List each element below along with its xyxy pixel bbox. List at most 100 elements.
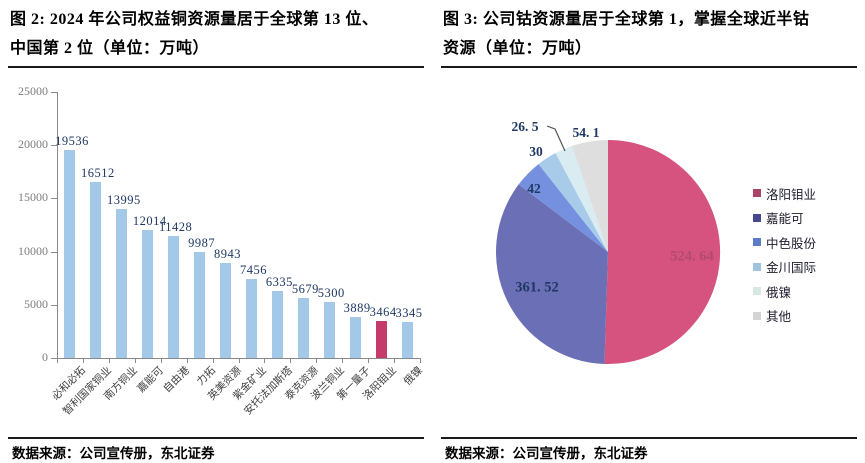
legend-swatch: [753, 287, 761, 296]
bar-value-label: 11428: [159, 220, 193, 235]
y-axis-tick: [51, 251, 57, 253]
bar: [271, 290, 283, 358]
bar: [349, 316, 361, 358]
bar-value-label: 6335: [265, 274, 293, 289]
y-axis-tick: [51, 145, 57, 147]
figure3-source-divider: [441, 437, 857, 439]
bar-value-label: 3889: [343, 300, 371, 315]
legend-label: 其他: [766, 310, 792, 325]
figure2-caption-line2: 中国第 2 位（单位：万吨）: [10, 40, 210, 57]
pie-value-label: 42: [527, 181, 541, 196]
bar-value-label: 3464: [369, 305, 397, 320]
bar: [245, 278, 257, 358]
pie-label-leader-line: [546, 125, 566, 152]
legend-item-俄镍: 俄镍: [753, 279, 865, 304]
figure2-caption-line1: 图 2: 2024 年公司权益铜资源量居于全球第 13 位、: [10, 11, 379, 28]
figure2-caption-divider: [8, 66, 424, 68]
y-axis-tick-label: 15000: [18, 190, 48, 205]
x-axis-tick: [264, 359, 266, 363]
pie-slice-其他: [572, 140, 608, 252]
y-axis-tick-label: 5000: [24, 296, 48, 311]
legend-swatch: [753, 213, 761, 222]
figure2-caption: 图 2: 2024 年公司权益铜资源量居于全球第 13 位、 中国第 2 位（单…: [10, 5, 422, 63]
legend-label: 金川国际: [766, 261, 817, 276]
pie-value-label: 361. 52: [515, 279, 559, 296]
pie-slice-中色股份: [518, 164, 608, 252]
copper-resources-bar-chart: 0 5000 10000 15000 20000 25000 19536 必和必拓 16512 智…: [0, 0, 432, 463]
bar: [323, 301, 335, 358]
y-axis-tick-label: 25000: [18, 84, 48, 98]
legend-label: 俄镍: [766, 285, 792, 300]
pie-value-label: 524. 64: [670, 248, 714, 265]
legend-item-其他: 其他: [753, 304, 865, 329]
bar-value-label: 8943: [214, 246, 242, 261]
x-axis-tick: [420, 359, 421, 363]
pie-value-label: 30: [529, 144, 543, 159]
x-axis-tick: [57, 359, 58, 363]
bar: [401, 322, 413, 358]
bar-value-label: 5300: [317, 285, 345, 300]
figure2-panel: 图 2: 2024 年公司权益铜资源量居于全球第 13 位、 中国第 2 位（单…: [0, 0, 432, 463]
bar: [220, 262, 232, 358]
pie-graphic: [496, 125, 721, 364]
cobalt-resources-pie-chart: 洛阳钼业 嘉能可 中色股份 金川国际 俄镍 其他 524. 64 361. 52 42 30 26…: [433, 0, 865, 463]
figure3-source-note: 数据来源：公司宣传册，东北证券: [445, 446, 648, 461]
bar: [168, 236, 180, 358]
pie-legend: 洛阳钼业 嘉能可 中色股份 金川国际 俄镍 其他: [753, 181, 865, 328]
legend-swatch: [753, 262, 761, 271]
legend-swatch: [753, 189, 761, 198]
y-axis-tick-label: 20000: [18, 137, 48, 152]
figure3-caption-line1: 图 3: 公司钴资源量居于全球第 1，掌握全球近半钴: [443, 11, 810, 28]
y-axis-tick: [51, 358, 57, 359]
legend-item-嘉能可: 嘉能可: [753, 206, 865, 231]
x-axis-tick: [82, 359, 84, 363]
bar: [116, 209, 128, 358]
figure3-caption: 图 3: 公司钴资源量居于全球第 1，掌握全球近半钴 资源（单位：万吨）: [443, 5, 855, 63]
legend-label: 中色股份: [766, 236, 817, 251]
legend-item-金川国际: 金川国际: [753, 255, 865, 280]
y-axis-tick-label: 10000: [18, 243, 48, 258]
x-axis-tick: [108, 359, 110, 363]
x-axis-tick: [316, 359, 318, 363]
pie-slice-俄镍: [555, 145, 608, 252]
pie-slice-洛阳钼业: [604, 139, 721, 364]
bar-value-label: 5679: [291, 281, 319, 296]
bar: [64, 150, 76, 358]
x-axis-tick: [186, 359, 188, 363]
y-axis-tick: [51, 304, 57, 306]
bar-luoyang-molybdenum-highlighted: [375, 321, 387, 358]
bar-value-label: 3345: [395, 306, 423, 321]
bar-value-label: 12014: [132, 214, 167, 229]
y-axis-tick: [51, 92, 57, 93]
y-axis-line: [57, 92, 58, 358]
figure3-panel: 图 3: 公司钴资源量居于全球第 1，掌握全球近半钴 资源（单位：万吨） 洛阳钼…: [433, 0, 865, 463]
figure3-caption-line2: 资源（单位：万吨）: [443, 40, 592, 57]
pie-slice-嘉能可: [496, 184, 608, 364]
bar: [90, 182, 102, 358]
pie-value-label: 26. 5: [511, 119, 539, 134]
x-axis-tick: [212, 359, 214, 363]
figure3-caption-divider: [441, 66, 857, 68]
bar-value-label: 9987: [188, 235, 216, 250]
pie-value-label: 54. 1: [572, 125, 600, 140]
x-axis-tick: [238, 359, 240, 363]
bar-value-label: 16512: [81, 166, 115, 181]
x-axis-tick: [290, 359, 292, 363]
figure2-source-divider: [8, 437, 424, 439]
bar-value-label: 13995: [106, 193, 141, 208]
pie-slice-金川国际: [538, 153, 608, 252]
figure2-source-note: 数据来源：公司宣传册，东北证券: [12, 446, 215, 461]
bar-value-label: 7456: [239, 262, 267, 277]
x-axis-tick: [160, 359, 162, 363]
bar: [194, 251, 206, 358]
x-axis-tick: [394, 359, 396, 363]
legend-swatch: [753, 238, 761, 247]
legend-swatch: [753, 311, 761, 320]
legend-item-中色股份: 中色股份: [753, 230, 865, 255]
y-axis-tick-label: 0: [42, 350, 48, 364]
x-axis-tick: [368, 359, 370, 363]
y-axis-tick: [51, 198, 57, 200]
x-axis-tick: [342, 359, 344, 363]
legend-label: 嘉能可: [766, 212, 804, 227]
x-axis-tick: [134, 359, 136, 363]
